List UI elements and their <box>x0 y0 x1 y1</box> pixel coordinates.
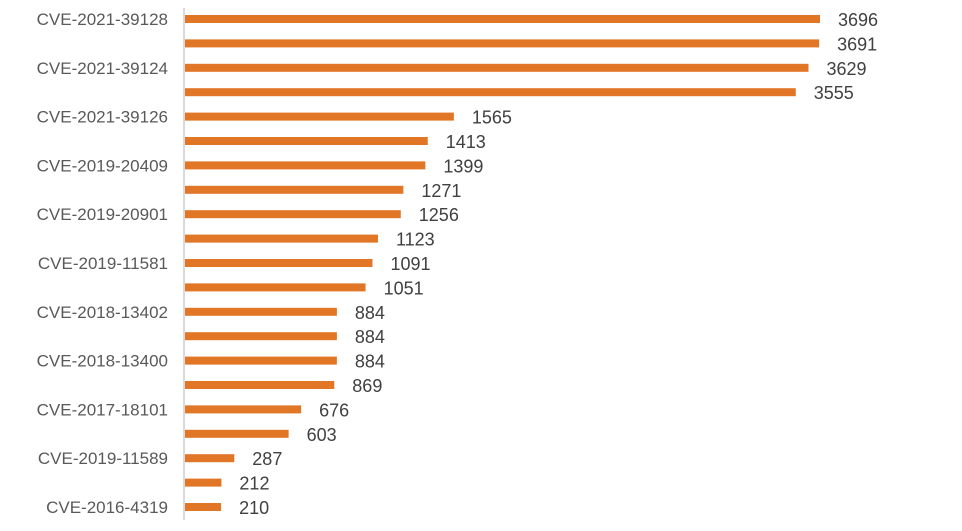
category-label: CVE-2019-20409 <box>37 156 168 175</box>
data-label: 1271 <box>421 181 461 201</box>
data-label: 210 <box>239 498 269 518</box>
bar <box>185 332 337 341</box>
bar <box>185 503 222 511</box>
category-label: CVE-2019-11589 <box>38 449 168 468</box>
bar <box>185 88 796 97</box>
bar <box>185 381 335 389</box>
bar <box>185 429 289 438</box>
category-label: CVE-2018-13400 <box>37 352 168 371</box>
bar <box>185 112 454 121</box>
bar <box>185 307 337 316</box>
data-label: 3629 <box>826 59 866 79</box>
data-label: 1565 <box>472 108 512 128</box>
data-label: 3555 <box>814 83 854 103</box>
category-label: CVE-2021-39126 <box>37 108 168 127</box>
data-label: 603 <box>307 425 337 445</box>
data-label: 1051 <box>384 278 424 298</box>
bar <box>185 259 373 267</box>
data-label: 212 <box>239 474 269 494</box>
bar <box>185 356 337 365</box>
category-label: CVE-2019-11581 <box>38 254 168 273</box>
category-label: CVE-2016-4319 <box>46 498 168 517</box>
data-label: 1256 <box>419 205 459 225</box>
data-label: 1123 <box>396 230 435 250</box>
data-label: 1413 <box>446 132 486 152</box>
data-label: 1399 <box>443 156 483 176</box>
data-label: 884 <box>355 327 385 347</box>
bar <box>185 478 222 487</box>
category-label: CVE-2021-39128 <box>37 10 168 29</box>
bar <box>185 234 378 243</box>
data-label: 869 <box>352 376 382 396</box>
bar <box>185 210 401 219</box>
data-label: 884 <box>355 352 385 372</box>
category-label: CVE-2021-39124 <box>37 59 168 78</box>
bar <box>185 63 809 72</box>
data-label: 3696 <box>838 10 878 30</box>
bar <box>185 15 820 23</box>
category-label: CVE-2019-20901 <box>37 205 168 224</box>
data-label: 884 <box>355 303 385 323</box>
bar <box>185 454 235 463</box>
bar <box>185 283 366 292</box>
data-label: 3691 <box>837 34 877 54</box>
data-label: 287 <box>252 449 282 469</box>
data-label: 1091 <box>390 254 430 274</box>
bar <box>185 137 428 145</box>
bar <box>185 405 302 414</box>
bar <box>185 161 426 170</box>
category-label: CVE-2018-13402 <box>37 303 168 322</box>
bar <box>185 39 820 48</box>
category-label: CVE-2017-18101 <box>37 400 168 419</box>
bar <box>185 185 404 194</box>
data-label: 676 <box>319 400 349 420</box>
